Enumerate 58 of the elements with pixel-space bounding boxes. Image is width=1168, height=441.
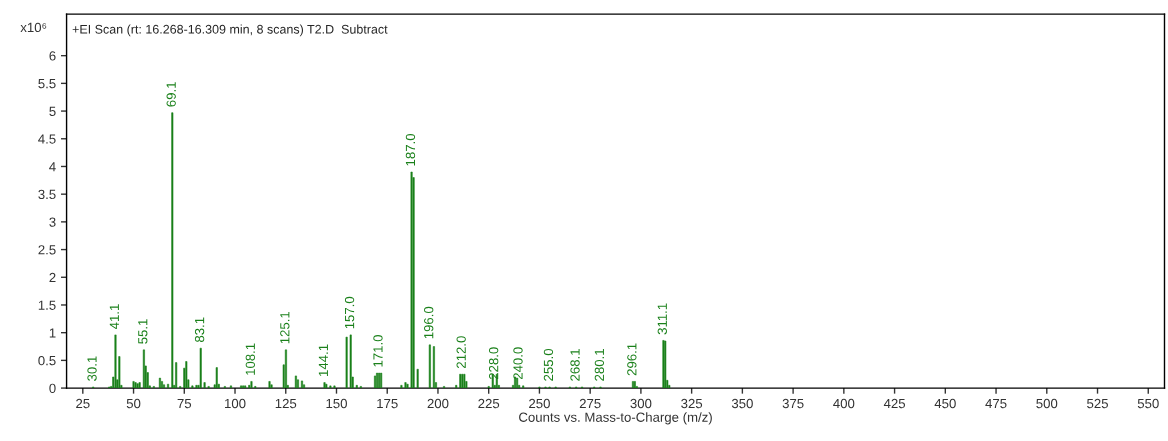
x-tick-label: 425 <box>883 398 906 409</box>
y-tick-label: 2 <box>49 272 56 283</box>
annotation: 157.0 <box>344 296 355 329</box>
x-tick-label: 50 <box>126 398 141 409</box>
x-tick-label: 300 <box>630 398 652 409</box>
annotation: 228.0 <box>488 347 499 380</box>
y-tick-label: 2.5 <box>38 245 56 255</box>
annotation: 83.1 <box>194 317 205 343</box>
annotation: 268.1 <box>570 349 580 381</box>
annotation: 280.1 <box>594 349 605 381</box>
annotation: 240.0 <box>513 347 523 380</box>
x-tick-label: 400 <box>833 398 855 409</box>
annotation: 171.0 <box>373 335 383 367</box>
annotation: 255.0 <box>543 348 554 381</box>
y-tick-label: 0.5 <box>38 355 56 366</box>
y-tick-label: 1.5 <box>38 300 56 310</box>
x-tick-label: 450 <box>934 398 956 409</box>
x-tick-label: 75 <box>177 398 192 409</box>
annotation: 30.1 <box>87 356 97 381</box>
x-tick-label: 25 <box>76 398 90 409</box>
x-tick-label: 500 <box>1036 398 1058 409</box>
annotation: 108.1 <box>245 343 255 375</box>
annotation: 187.0 <box>405 133 416 166</box>
x-tick-label: 100 <box>225 398 246 409</box>
x-tick-label: 475 <box>985 398 1007 409</box>
x-tick-label: 175 <box>377 398 398 409</box>
x-tick-label: 150 <box>326 398 347 409</box>
annotation: 296.1 <box>627 343 637 376</box>
x-tick-label: 275 <box>579 398 601 409</box>
y-tick-label: 6 <box>49 51 56 61</box>
x-tick-label: 550 <box>1137 398 1159 409</box>
x-tick-label: 250 <box>529 398 550 409</box>
annotation: 212.0 <box>456 336 466 369</box>
x-axis-title: Counts vs. Mass-to-Charge (m/z) <box>519 412 712 425</box>
y-tick-label: 1 <box>49 328 56 338</box>
x-tick-label: 350 <box>731 398 753 409</box>
annotation: 196.0 <box>424 306 434 339</box>
x-tick-label: 375 <box>782 398 804 409</box>
y-tick-label: 5.5 <box>38 79 56 89</box>
text: +EI Scan (rt: 16.268-16.309 min, 8 scans) T2.D Subtract <box>72 24 388 37</box>
y-tick-label: 4 <box>49 162 56 172</box>
y-tick-label: 0 <box>49 383 56 393</box>
annotation: 41.1 <box>109 304 119 330</box>
y-axis-title: x10⁶ <box>20 22 47 33</box>
annotation: 125.1 <box>280 311 290 344</box>
y-tick-label: 3 <box>49 217 56 227</box>
annotation: 69.1 <box>166 82 176 107</box>
y-tick-label: 3.5 <box>38 189 56 200</box>
annotation: 55.1 <box>138 319 148 344</box>
x-tick-label: 225 <box>478 398 500 409</box>
x-tick-label: 525 <box>1087 398 1108 409</box>
x-tick-label: 125 <box>275 398 297 409</box>
annotation: 144.1 <box>318 344 328 376</box>
x-tick-label: 200 <box>427 398 449 409</box>
y-tick-label: 5 <box>49 106 56 116</box>
y-tick-label: 4.5 <box>38 134 56 144</box>
x-tick-label: 325 <box>681 398 703 409</box>
annotation: 311.1 <box>657 303 667 335</box>
